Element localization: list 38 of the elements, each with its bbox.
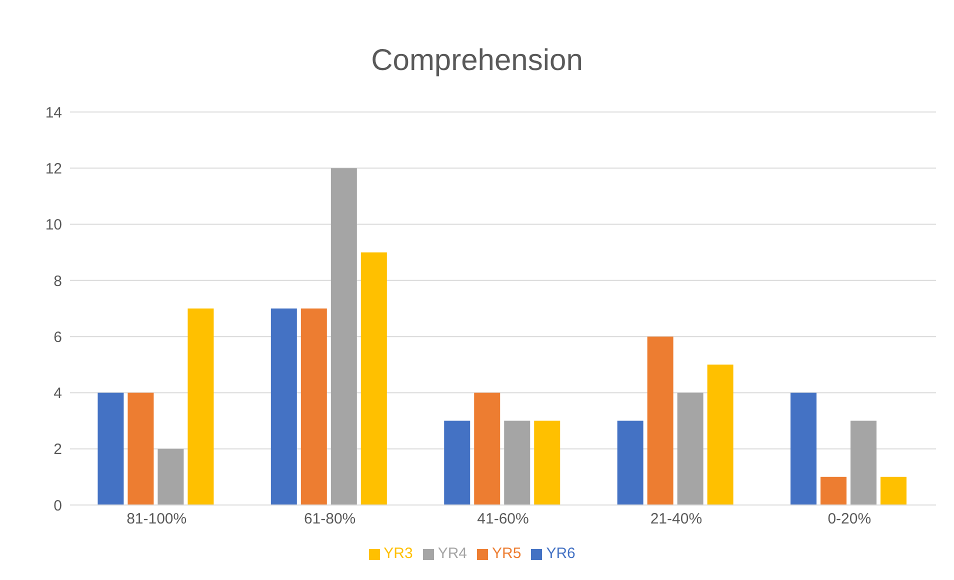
bar bbox=[617, 420, 644, 505]
bar bbox=[360, 252, 387, 505]
bar bbox=[270, 308, 297, 505]
legend-label: YR3 bbox=[384, 545, 413, 562]
bar bbox=[330, 168, 357, 505]
bar bbox=[707, 364, 734, 505]
bar bbox=[820, 476, 847, 505]
y-tick-label: 8 bbox=[54, 272, 62, 290]
legend-label: YR6 bbox=[546, 545, 576, 562]
legend-label: YR5 bbox=[492, 545, 522, 562]
x-tick-label: 81-100% bbox=[126, 510, 187, 528]
chart-title: Comprehension bbox=[370, 44, 584, 78]
y-tick-label: 14 bbox=[45, 104, 62, 122]
bar bbox=[534, 420, 560, 505]
legend-label: YR4 bbox=[438, 545, 467, 562]
bar bbox=[444, 420, 470, 505]
x-tick-label: 61-80% bbox=[304, 510, 356, 528]
bar bbox=[647, 336, 674, 505]
x-tick-label: 41-60% bbox=[477, 510, 529, 528]
bar bbox=[474, 392, 500, 505]
bar bbox=[504, 420, 530, 505]
bar bbox=[300, 308, 327, 505]
y-tick-label: 10 bbox=[45, 216, 62, 234]
bar bbox=[158, 448, 184, 505]
bar bbox=[790, 392, 817, 505]
x-tick-label: 0-20% bbox=[828, 510, 872, 528]
bar bbox=[98, 392, 124, 505]
bar bbox=[677, 392, 704, 505]
y-tick-label: 4 bbox=[54, 385, 62, 402]
bar bbox=[850, 420, 877, 505]
bar bbox=[188, 308, 214, 505]
y-tick-label: 12 bbox=[45, 160, 62, 178]
y-tick-label: 2 bbox=[54, 441, 62, 458]
bar bbox=[880, 476, 907, 505]
y-tick-label: 6 bbox=[54, 328, 62, 346]
bar bbox=[128, 392, 154, 505]
y-tick-label: 0 bbox=[54, 497, 62, 514]
x-tick-label: 21-40% bbox=[650, 510, 702, 528]
